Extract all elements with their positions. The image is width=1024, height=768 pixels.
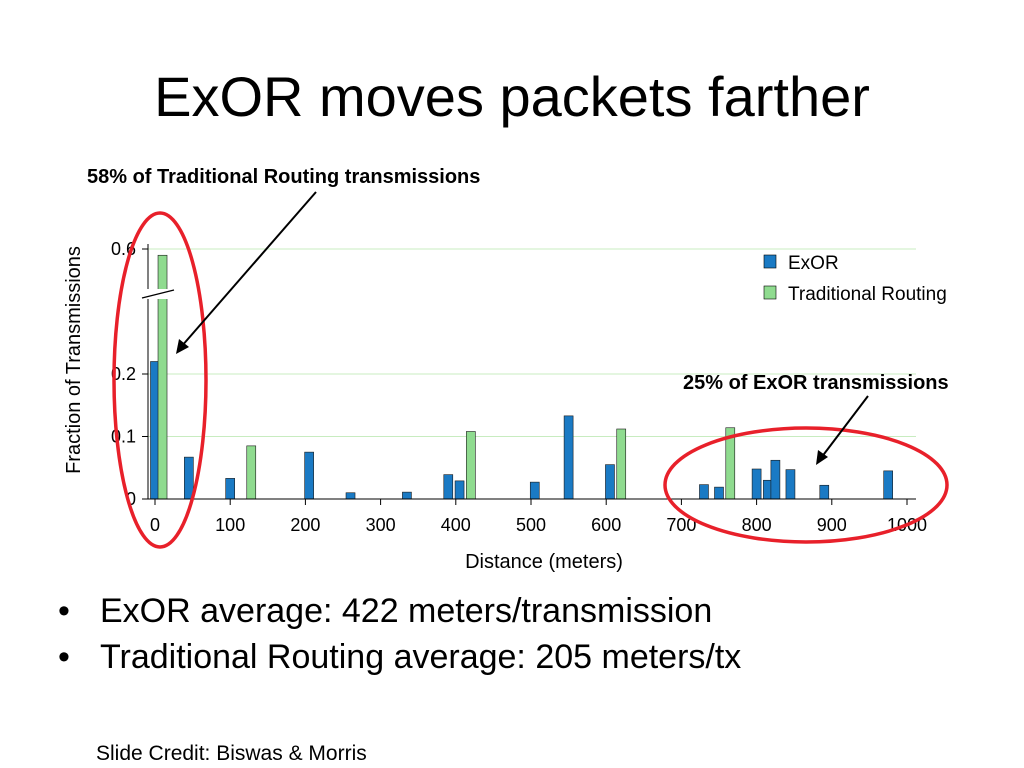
y-tick-label: 0 [126,489,136,509]
x-tick-label: 300 [366,515,396,535]
bar-exor [304,451,314,500]
traditional-callout: 58% of Traditional Routing transmissions [87,166,480,188]
exor-callout: 25% of ExOR transmissions [683,372,949,394]
bar-exor [819,484,830,500]
bar-exor [402,491,412,500]
bar-exor [751,468,762,500]
bar-exor [345,492,356,500]
x-tick-label: 400 [441,515,471,535]
bar-exor [184,456,194,500]
x-tick-label: 200 [290,515,320,535]
bar-exor [454,480,465,500]
legend-label-exor: ExOR [788,253,839,274]
annotations: 58% of Traditional Routing transmissions… [87,166,949,549]
x-tick-label: 900 [817,515,847,535]
x-tick-label: 700 [666,515,696,535]
bullet-item: Traditional Routing average: 205 meters/… [58,634,741,680]
bars [150,254,894,500]
legend-swatch-exor [763,254,777,269]
legend-label-traditional: Traditional Routing [788,284,947,305]
bar-exor [529,481,540,500]
bar-exor [770,459,781,500]
bar-exor [563,415,574,500]
bar-traditional [246,445,257,500]
y-axis-title: Fraction of Transmissions [63,246,85,474]
x-axis-title: Distance (meters) [465,551,623,573]
bullet-item: ExOR average: 422 meters/transmission [58,588,741,634]
bar-exor [225,478,235,500]
y-tick-label: 0.2 [111,364,136,384]
bar-traditional [616,428,627,500]
axes [140,244,916,500]
bar-exor [714,486,724,500]
bar-exor [605,464,615,500]
exor-arrow [816,395,869,465]
tick-labels: 00.10.20.60 100 200 300 400 500 600 700 800 900 10… [111,239,927,535]
highlight-circle-left [112,211,208,549]
slide-credit: Slide Credit: Biswas & Morris [96,742,367,765]
x-tick-label: 100 [215,515,245,535]
legend: ExOR Traditional Routing [763,253,947,305]
x-tick-label: 600 [591,515,621,535]
x-tick-label: 800 [742,515,772,535]
bar-traditional [466,431,476,500]
bar-exor [699,484,709,500]
legend-swatch-traditional [763,285,777,300]
axis-break-mark [140,289,176,299]
x-tick-label: 500 [516,515,546,535]
bar-exor [443,474,454,500]
highlight-circle-right [663,426,949,544]
bullet-list: ExOR average: 422 meters/transmission Tr… [58,588,741,680]
bar-exor [883,470,894,500]
x-tick-label: 0 [150,515,160,535]
slide-title: ExOR moves packets farther [154,65,870,128]
traditional-arrow [176,191,317,354]
grid-lines [148,248,916,437]
bar-exor [785,469,796,500]
